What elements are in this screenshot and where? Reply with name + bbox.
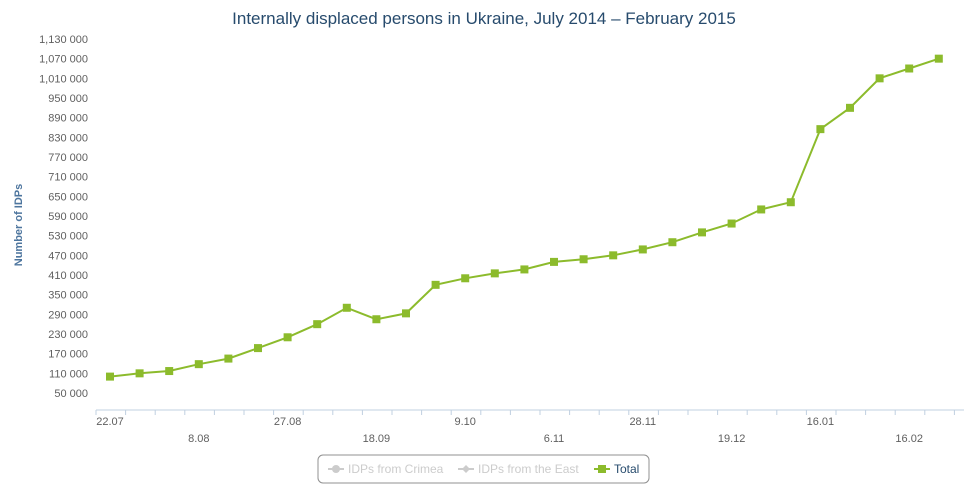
series-line-total [109,57,940,378]
y-tick-label: 1,130 000 [39,34,88,46]
y-tick-label: 710 000 [48,172,88,184]
chart-title: Internally displaced persons in Ukraine,… [232,9,736,28]
legend-label: IDPs from the East [478,462,579,476]
y-axis: 50 000 110 000 170 000 230 000 290 000 350 00… [39,34,88,400]
x-tick-label: 16.02 [895,433,923,445]
x-tick-label: 8.08 [188,433,209,445]
data-point[interactable] [698,228,706,237]
data-point[interactable] [786,198,795,207]
data-point[interactable] [490,269,499,278]
y-axis-label: Number of IDPs [13,184,25,267]
y-tick-label: 410 000 [48,270,88,282]
y-tick-label: 470 000 [48,250,88,262]
x-tick-label: 27.08 [274,416,302,428]
y-tick-label: 230 000 [48,329,88,341]
y-tick-label: 950 000 [48,93,88,105]
legend-box [317,454,650,484]
data-point[interactable] [846,103,854,112]
data-point[interactable] [905,64,914,73]
legend-marker [598,465,606,473]
y-tick-label: 650 000 [48,191,88,203]
y-tick-label: 830 000 [48,132,88,144]
x-tick-label: 19.12 [718,433,746,445]
y-tick-label: 1,010 000 [39,73,88,85]
y-tick-label: 1,070 000 [39,54,88,66]
series-group [106,54,943,381]
legend-label: Total [614,462,639,476]
data-point[interactable] [609,251,618,260]
data-point[interactable] [461,274,470,283]
x-tick-label: 9.10 [454,416,475,428]
data-point[interactable] [816,125,825,134]
data-point[interactable] [757,205,766,214]
data-point[interactable] [520,265,529,274]
data-point[interactable] [727,219,736,228]
data-point[interactable] [579,255,588,264]
data-point[interactable] [165,367,174,376]
legend-item[interactable]: IDPs from Crimea [328,462,444,476]
data-point[interactable] [224,354,233,363]
data-point[interactable] [342,303,351,312]
data-point[interactable] [875,74,884,83]
x-tick-label: 16.01 [807,416,835,428]
legend-label: IDPs from Crimea [348,462,444,476]
y-tick-label: 890 000 [48,113,88,125]
data-point[interactable] [372,315,381,324]
data-point[interactable] [106,372,114,381]
data-point[interactable] [254,344,262,353]
legend-marker [462,465,470,473]
data-point[interactable] [431,280,440,289]
y-tick-label: 290 000 [48,309,88,321]
y-tick-label: 170 000 [48,349,88,361]
data-point[interactable] [668,238,677,247]
data-point[interactable] [194,360,203,369]
data-point[interactable] [550,257,558,266]
legend: IDPs from Crimea IDPs from the East Total [317,454,650,484]
data-point[interactable] [135,369,144,378]
data-point[interactable] [402,309,410,318]
legend-item[interactable]: IDPs from the East [458,462,579,476]
x-axis: 22.07 8.08 27.08 18.09 9.10 6.11 28.11 19.12 16.… [95,409,964,445]
y-tick-label: 350 000 [48,290,88,302]
x-tick-label: 18.09 [363,433,391,445]
y-tick-label: 110 000 [49,368,88,380]
x-tick-label: 22.07 [96,416,124,428]
legend-item[interactable]: Total [594,462,639,476]
x-tick-label: 6.11 [544,433,565,445]
y-tick-label: 50 000 [54,388,88,400]
y-tick-label: 770 000 [48,152,88,164]
x-tick-label: 28.11 [629,416,656,428]
y-tick-label: 530 000 [48,231,88,243]
legend-marker [332,465,340,473]
data-point[interactable] [934,54,943,63]
data-point[interactable] [313,320,322,329]
data-point[interactable] [638,245,647,254]
data-point[interactable] [283,333,292,342]
y-tick-label: 590 000 [48,211,88,223]
